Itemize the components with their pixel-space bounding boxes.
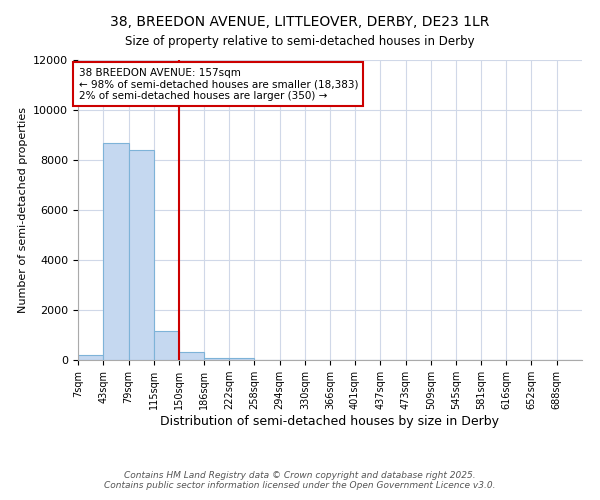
Text: Contains HM Land Registry data © Crown copyright and database right 2025.
Contai: Contains HM Land Registry data © Crown c… <box>104 470 496 490</box>
Bar <box>128 150 154 360</box>
Bar <box>154 331 179 360</box>
Text: Size of property relative to semi-detached houses in Derby: Size of property relative to semi-detach… <box>125 35 475 48</box>
Bar <box>78 355 103 360</box>
X-axis label: Distribution of semi-detached houses by size in Derby: Distribution of semi-detached houses by … <box>161 415 499 428</box>
Bar <box>229 358 254 360</box>
Bar <box>103 142 128 360</box>
Text: 38 BREEDON AVENUE: 157sqm
← 98% of semi-detached houses are smaller (18,383)
2% : 38 BREEDON AVENUE: 157sqm ← 98% of semi-… <box>79 68 358 100</box>
Y-axis label: Number of semi-detached properties: Number of semi-detached properties <box>17 107 28 313</box>
Bar <box>204 358 229 360</box>
Bar <box>179 352 204 360</box>
Text: 38, BREEDON AVENUE, LITTLEOVER, DERBY, DE23 1LR: 38, BREEDON AVENUE, LITTLEOVER, DERBY, D… <box>110 15 490 29</box>
